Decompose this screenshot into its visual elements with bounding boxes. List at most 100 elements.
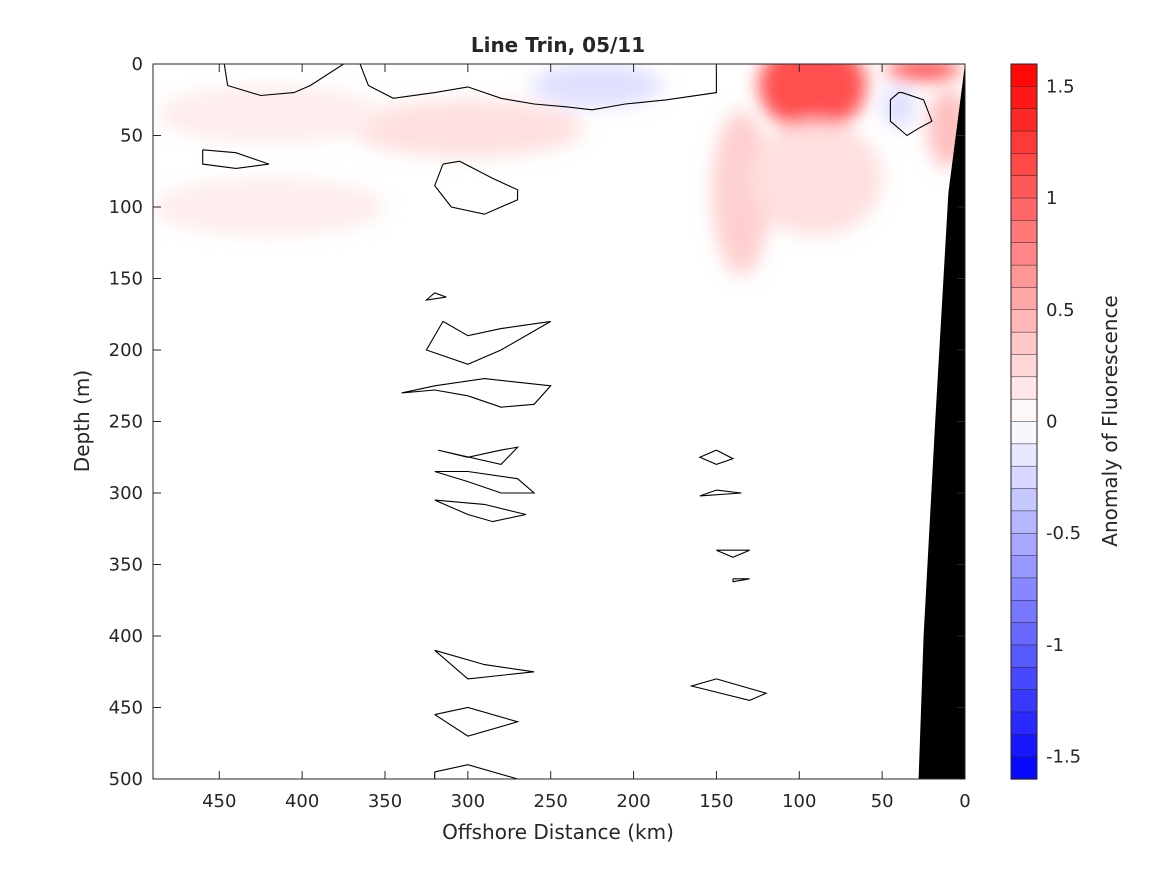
anomaly-region [157,85,381,143]
anomaly-region [530,64,664,107]
colorbar-level [1010,734,1038,758]
y-tick-label: 350 [109,555,143,576]
zero-contour-line [689,678,768,701]
colorbar-level [1010,175,1038,199]
zero-contour-line [889,92,933,137]
zero-contour-line [434,470,536,494]
x-axis-label: Offshore Distance (km) [442,820,674,844]
x-tick-label: 250 [534,791,568,812]
colorbar-level [1010,153,1038,177]
colorbar-level [1010,309,1038,333]
anomaly-region [153,178,385,236]
colorbar-level [1010,287,1038,311]
colorbar-tick-label: 1.5 [1046,76,1075,97]
bathymetry-shape [918,64,965,779]
anomaly-region [886,64,961,81]
zero-contour-line [424,292,447,301]
colorbar-level [1010,756,1038,780]
colorbar: 1.5 1 0.5 0 -0.5 -1 -1.5 [1010,63,1081,780]
zero-contour-line [425,320,551,365]
y-tick-label: 0 [132,54,143,75]
colorbar-level [1010,331,1038,356]
zero-contour-line [434,499,527,523]
x-tick-label: 0 [959,791,970,812]
zero-contour-line [434,706,520,737]
colorbar-tick-label: 1 [1046,188,1057,209]
x-tick-label: 300 [451,791,485,812]
colorbar-level [1010,130,1038,155]
y-tick-label: 250 [109,412,143,433]
x-axis: 450 400 350 300 250 200 150 100 50 0 [202,64,971,812]
colorbar-tick-label: 0 [1046,412,1057,433]
colorbar-level [1010,376,1038,400]
colorbar-level [1010,555,1038,579]
chart-title: Line Trin, 05/11 [471,33,645,57]
colorbar-level [1010,86,1038,110]
anomaly-region [749,121,883,236]
zero-contour-line [699,489,742,497]
bathymetry-layer [918,64,965,779]
y-tick-label: 150 [109,269,143,290]
anomaly-region [882,85,916,129]
zero-contour-line [716,549,750,558]
colorbar-level [1010,264,1038,289]
zero-contour-line [698,449,735,465]
x-tick-label: 150 [699,791,733,812]
anomaly-region [351,99,584,157]
colorbar-level [1010,622,1038,646]
colorbar-level [1010,242,1038,266]
colorbar-level [1010,197,1038,222]
colorbar-tick-label: -0.5 [1046,523,1081,544]
y-tick-label: 200 [109,340,143,361]
anomaly-layer [153,64,965,275]
colorbar-level [1010,108,1038,132]
plot-area [152,63,966,780]
zero-contour-line [437,446,520,466]
colorbar-level [1010,532,1038,557]
colorbar-label: Anomaly of Fluorescence [1098,295,1122,546]
anomaly-region [712,110,771,275]
y-tick-label: 100 [109,197,143,218]
colorbar-level [1010,600,1038,624]
x-tick-label: 350 [368,791,402,812]
x-tick-label: 50 [871,791,894,812]
colorbar-level [1010,63,1038,87]
zero-contour-layer [202,64,933,779]
colorbar-level [1010,689,1038,713]
colorbar-tick-label: 0.5 [1046,300,1075,321]
colorbar-frame [1010,63,1038,780]
zero-contour-line [732,578,750,583]
colorbar-level [1010,443,1038,467]
y-axis: 0 50 100 150 200 250 300 350 400 450 500 [109,54,965,790]
y-tick-label: 50 [120,126,143,147]
zero-contour-line [434,764,518,779]
x-tick-label: 100 [782,791,816,812]
zero-contour-line [434,649,535,680]
zero-contour-line [434,160,519,215]
x-tick-label: 200 [616,791,650,812]
anomaly-region [758,64,867,132]
colorbar-level [1010,667,1038,691]
x-tick-label: 400 [285,791,319,812]
y-tick-label: 400 [109,626,143,647]
y-tick-label: 450 [109,698,143,719]
colorbar-level [1010,488,1038,512]
y-tick-label: 300 [109,483,143,504]
colorbar-level [1010,354,1038,378]
colorbar-level [1010,644,1038,668]
x-tick-label: 450 [202,791,236,812]
zero-contour-line [202,149,270,169]
zero-contour-line [223,64,344,97]
colorbar-level [1010,711,1038,735]
zero-contour-line [359,64,717,111]
colorbar-level [1010,577,1038,601]
y-tick-label: 500 [109,769,143,790]
colorbar-level [1010,220,1038,244]
colorbar-level [1010,398,1038,423]
colorbar-level [1010,421,1038,445]
colorbar-tick-label: -1 [1046,635,1064,656]
colorbar-tick-label: -1.5 [1046,747,1081,768]
colorbar-level [1010,510,1038,534]
